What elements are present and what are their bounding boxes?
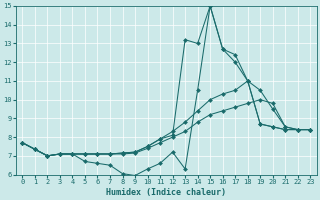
- X-axis label: Humidex (Indice chaleur): Humidex (Indice chaleur): [106, 188, 226, 197]
